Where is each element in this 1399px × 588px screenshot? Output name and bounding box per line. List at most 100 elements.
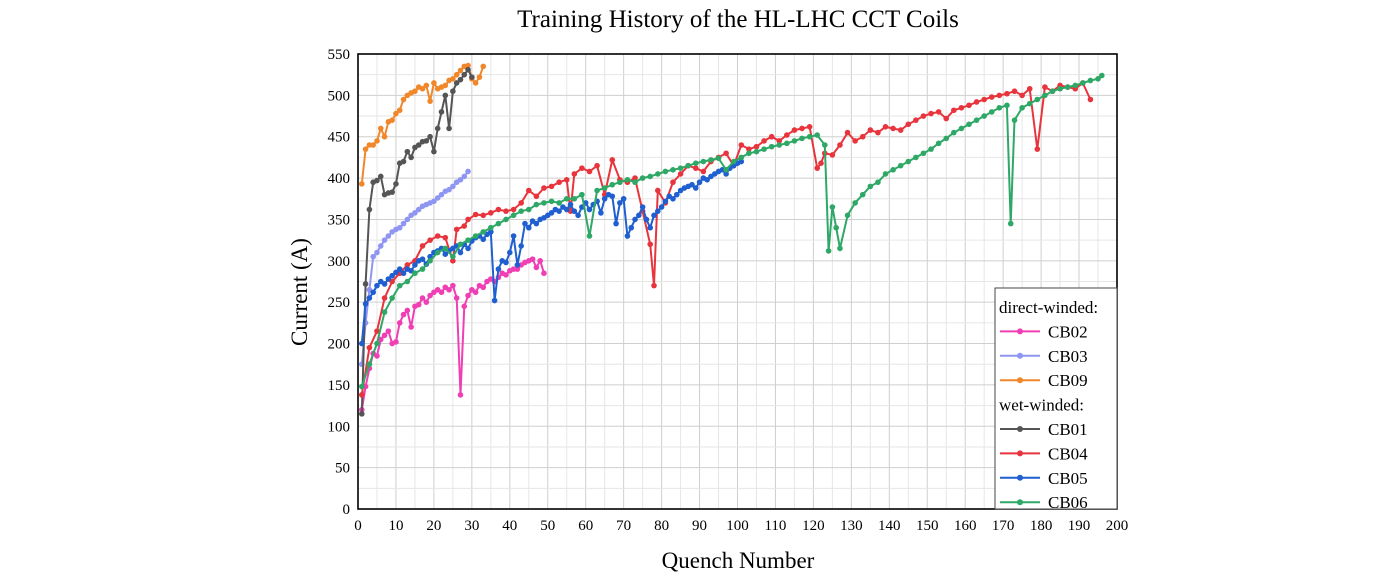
- data-point: [738, 158, 745, 165]
- data-point: [738, 154, 745, 161]
- data-point: [700, 158, 707, 165]
- data-point: [442, 245, 449, 252]
- data-point: [370, 142, 376, 148]
- data-point: [465, 245, 471, 252]
- data-point: [723, 171, 729, 177]
- data-point: [381, 295, 388, 301]
- data-point: [381, 309, 388, 315]
- x-tick-label: 90: [692, 518, 707, 534]
- data-point: [446, 186, 452, 193]
- data-point: [362, 301, 369, 307]
- data-point: [419, 243, 426, 249]
- data-point: [833, 224, 839, 231]
- data-point: [829, 152, 836, 158]
- data-point: [859, 133, 866, 140]
- legend-swatch-marker: [1017, 426, 1023, 432]
- data-point: [700, 168, 707, 175]
- data-point: [943, 135, 950, 142]
- data-point: [404, 148, 411, 155]
- data-point: [377, 173, 384, 180]
- legend-group-header: direct-winded:: [999, 298, 1098, 317]
- data-point: [673, 191, 680, 198]
- data-point: [624, 233, 631, 239]
- y-tick-label: 450: [328, 130, 351, 146]
- x-tick-label: 60: [578, 518, 593, 534]
- data-point: [579, 165, 585, 171]
- data-point: [510, 206, 517, 213]
- data-point: [431, 80, 437, 86]
- data-point: [776, 138, 783, 144]
- data-point: [476, 74, 483, 80]
- data-point: [920, 113, 927, 119]
- data-point: [913, 117, 919, 123]
- data-point: [643, 216, 650, 223]
- data-point: [799, 125, 805, 132]
- data-point: [696, 179, 703, 186]
- data-point: [358, 411, 365, 417]
- data-point: [450, 88, 456, 95]
- data-point: [374, 353, 380, 359]
- data-point: [374, 328, 380, 334]
- data-point: [377, 125, 384, 132]
- data-point: [495, 220, 502, 227]
- data-point: [400, 270, 407, 277]
- data-point: [385, 276, 392, 282]
- data-point: [1087, 77, 1094, 84]
- data-point: [988, 94, 995, 100]
- data-point: [457, 176, 464, 183]
- data-point: [461, 303, 468, 310]
- data-point: [818, 160, 824, 166]
- data-point: [370, 253, 376, 260]
- data-point: [692, 165, 699, 171]
- data-point: [537, 258, 543, 264]
- data-point: [518, 200, 524, 206]
- data-point: [374, 177, 380, 184]
- data-point: [806, 124, 813, 130]
- data-point: [859, 191, 866, 198]
- data-point: [670, 167, 676, 173]
- data-point: [453, 295, 460, 301]
- data-point: [393, 181, 399, 187]
- x-tick-label: 100: [726, 518, 749, 534]
- y-tick-label: 300: [328, 254, 351, 270]
- legend: direct-winded: CB02 CB03 CB09 wet-winded: CB0…: [994, 287, 1118, 512]
- data-point: [746, 146, 752, 152]
- x-tick-label: 30: [464, 518, 479, 534]
- data-point: [579, 191, 585, 198]
- data-point: [510, 233, 517, 239]
- data-point: [503, 216, 509, 223]
- data-point: [465, 237, 471, 243]
- data-point: [632, 175, 638, 181]
- data-point: [480, 284, 487, 291]
- data-point: [1080, 80, 1086, 86]
- data-point: [658, 204, 665, 210]
- data-point: [457, 392, 464, 398]
- data-point: [814, 165, 820, 171]
- data-point: [598, 210, 604, 216]
- data-point: [1064, 84, 1071, 90]
- data-point: [415, 301, 422, 308]
- data-point: [799, 135, 805, 142]
- data-point: [434, 249, 441, 256]
- data-point: [412, 270, 418, 277]
- data-point: [768, 143, 775, 150]
- data-point: [404, 262, 411, 268]
- data-point: [1087, 96, 1094, 103]
- data-point: [966, 102, 972, 109]
- data-point: [890, 167, 896, 173]
- data-point: [586, 233, 593, 239]
- data-point: [488, 224, 494, 231]
- data-point: [806, 133, 813, 140]
- data-point: [814, 132, 820, 138]
- data-point: [791, 127, 798, 133]
- data-point: [651, 212, 657, 219]
- data-point: [374, 249, 380, 256]
- data-point: [362, 146, 369, 152]
- data-point: [472, 289, 479, 296]
- data-point: [385, 233, 392, 239]
- legend-entry-CB01: CB01: [1048, 420, 1088, 439]
- data-point: [438, 289, 445, 296]
- data-point: [400, 96, 407, 103]
- legend-entry-CB09: CB09: [1048, 371, 1088, 390]
